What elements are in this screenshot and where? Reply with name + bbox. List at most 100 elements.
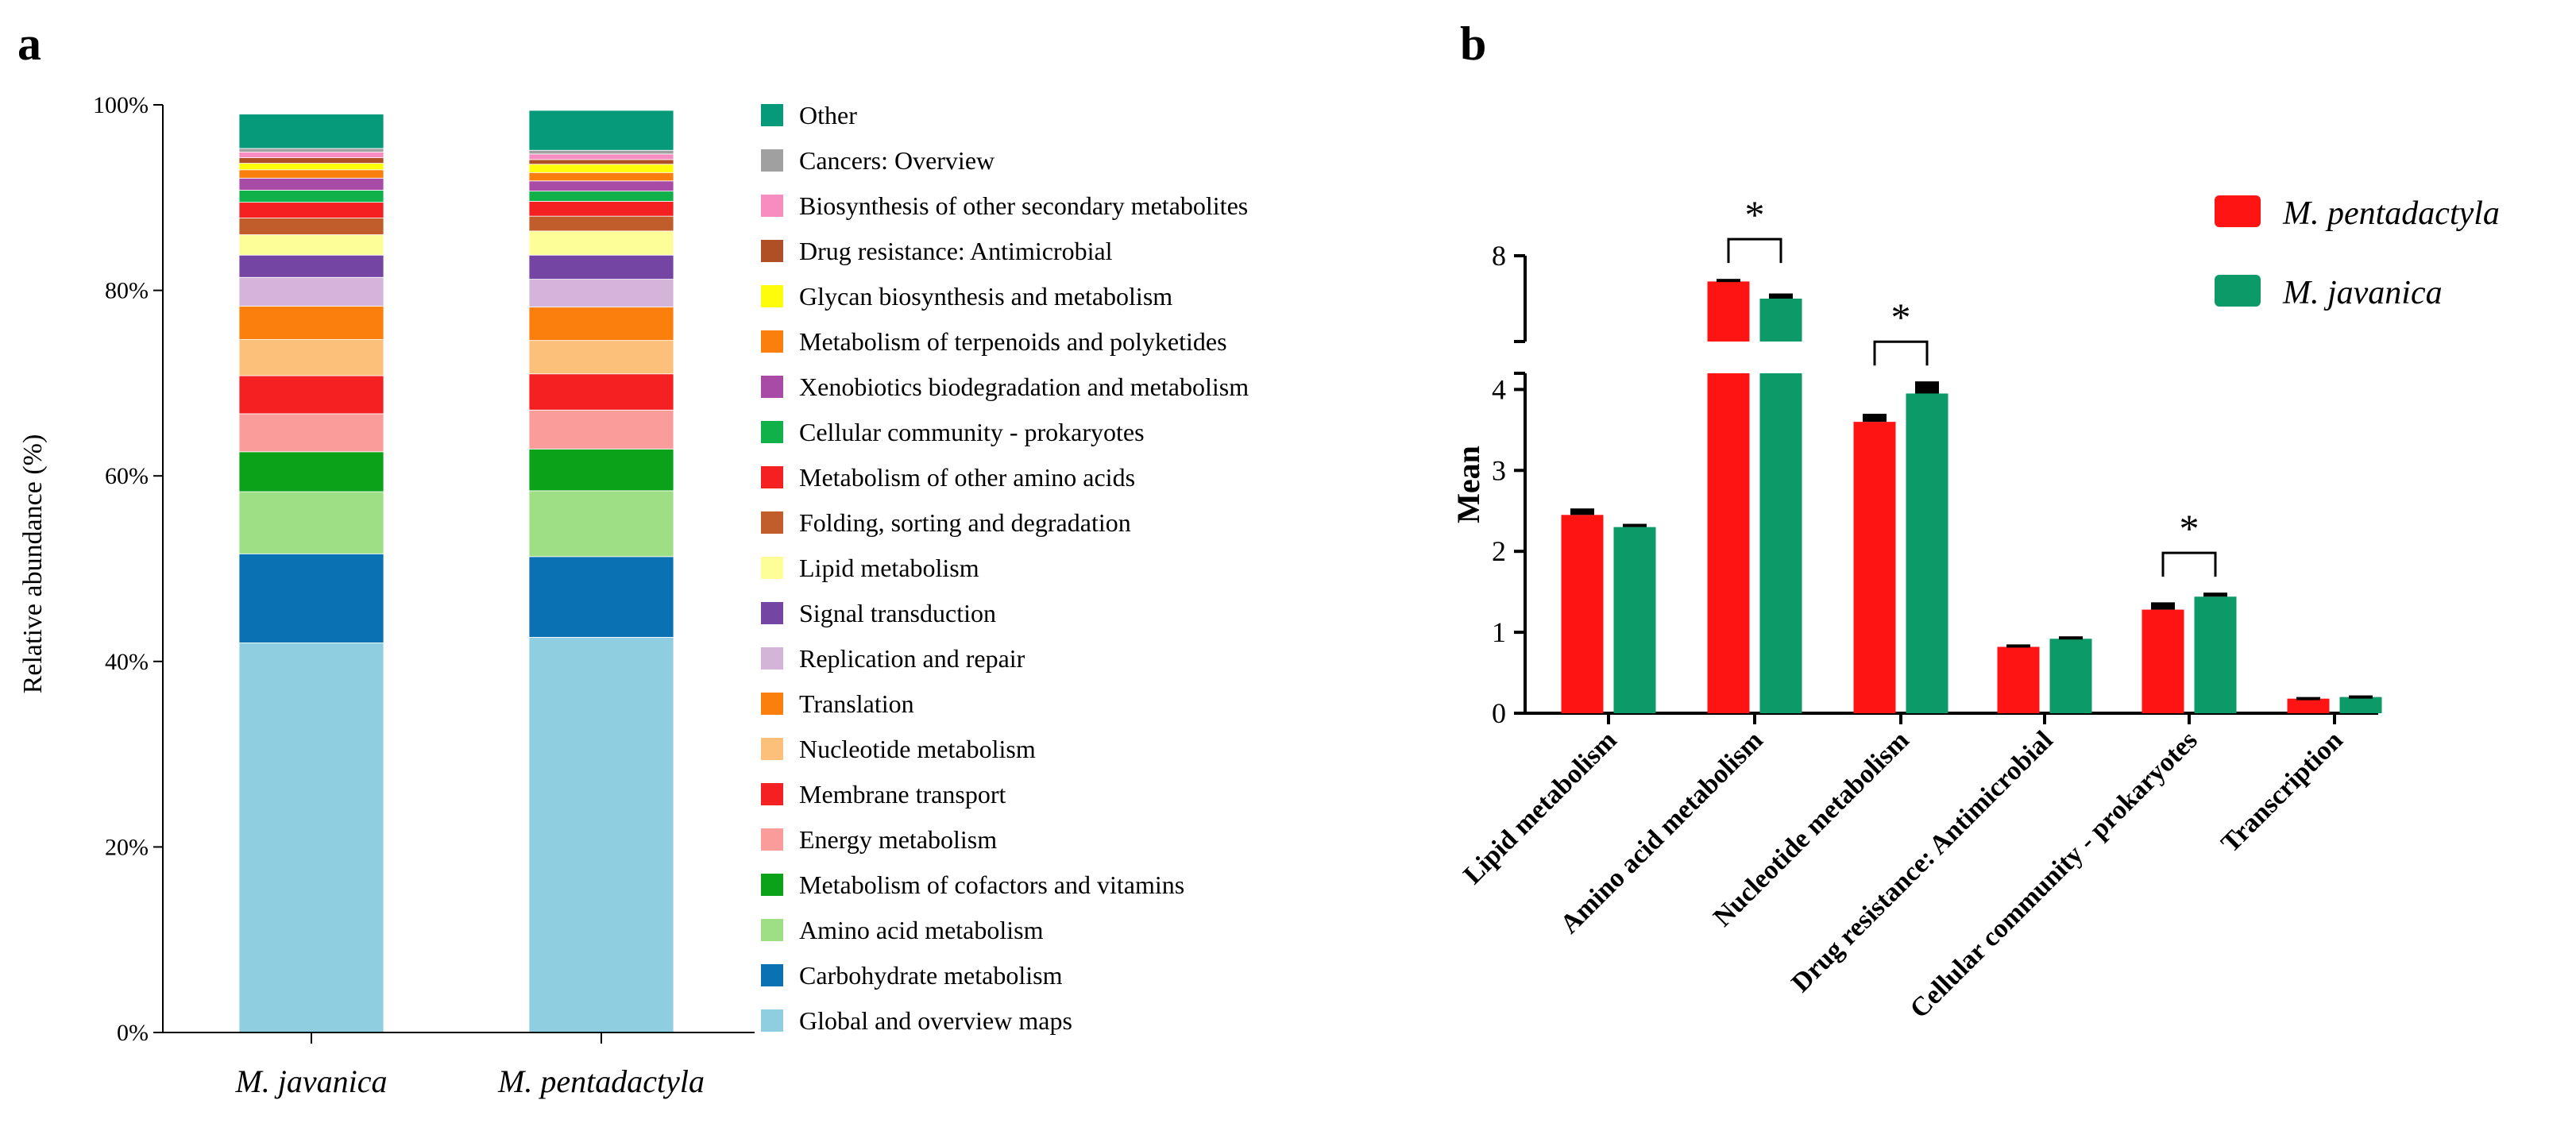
panel-b-error-bar — [2349, 695, 2373, 699]
panel-b-significance-star: * — [1891, 295, 1911, 339]
panel-b-y-tick-label: 0 — [1492, 697, 1506, 729]
panel-a-bar-segment — [238, 553, 384, 643]
panel-a-bar-segment — [238, 451, 384, 492]
panel-a-legend-label: Xenobiotics biodegradation and metabolis… — [799, 372, 1249, 401]
panel-b-label: b — [1460, 17, 1486, 70]
panel-a-legend-label: Amino acid metabolism — [799, 916, 1044, 944]
panel-a-legend-swatch — [761, 964, 783, 986]
panel-a-legend-label: Lipid metabolism — [799, 554, 979, 582]
panel-a-legend-swatch — [761, 693, 783, 715]
panel-b-significance-bracket — [2161, 551, 2217, 577]
panel-b-bar — [2049, 639, 2092, 713]
panel-a-legend-swatch — [761, 376, 783, 398]
panel-b-bar — [2194, 596, 2237, 713]
panel-a-bar-segment — [528, 153, 674, 160]
panel-a-bar-segment — [528, 110, 674, 151]
panel-b-bar-lower-segment — [1707, 373, 1750, 713]
panel-a-legend-swatch — [761, 511, 783, 534]
panel-a-legend-label: Energy metabolism — [799, 825, 997, 854]
panel-b-significance-star: * — [1745, 192, 1765, 237]
panel-a-bar-segment — [238, 306, 384, 340]
panel-a-legend-label: Nucleotide metabolism — [799, 735, 1036, 763]
panel-a-legend-swatch — [761, 647, 783, 670]
panel-a-bar-segment — [528, 191, 674, 202]
panel-a-legend-swatch — [761, 874, 783, 896]
panel-a-bar-segment — [238, 339, 384, 376]
panel-a-y-tick-label: 100% — [93, 92, 149, 118]
panel-a-y-tick-label: 0% — [117, 1020, 149, 1046]
panel-a-legend-label: Metabolism of other amino acids — [799, 463, 1135, 492]
panel-a-y-axis-title: Relative abundance (%) — [18, 434, 48, 694]
panel-a-legend-label: Biosynthesis of other secondary metaboli… — [799, 191, 1248, 220]
panel-b-bars — [1561, 279, 2382, 713]
panel-a-legend-swatch — [761, 828, 783, 851]
panel-a-bar-segment — [528, 230, 674, 256]
panel-a-x-tick-label: M. javanica — [234, 1063, 387, 1099]
panel-a-legend-swatch — [761, 557, 783, 579]
panel-b-legend: M. pentadactyla M. javanica — [2215, 195, 2500, 311]
panel-b-error-bar — [1863, 413, 1887, 423]
panel-a-label: a — [17, 17, 41, 70]
panel-a-bar-segment — [238, 190, 384, 203]
panel-a-y-tick-label: 60% — [105, 463, 149, 489]
panel-b-bar — [2339, 697, 2382, 713]
panel-a-bar-segment — [238, 234, 384, 256]
panel-b-error-bar — [1769, 293, 1793, 299]
panel-a-bar-segment — [238, 114, 384, 149]
panel-a-legend-swatch — [761, 330, 783, 353]
panel-a-bar-segment — [528, 180, 674, 192]
panel-a-bar-segment — [528, 149, 674, 155]
panel-a-legend-swatch — [761, 421, 783, 443]
panel-a-bar-segment — [528, 409, 674, 450]
panel-b-bar — [1906, 393, 1948, 713]
panel-b-error-bar — [2296, 697, 2320, 701]
panel-b-significance-bracket — [1727, 237, 1782, 264]
panel-a-bar-segment — [528, 164, 674, 173]
panel-a-legend-label: Signal transduction — [799, 599, 996, 627]
panel-a-bar-segment — [238, 218, 384, 235]
panel-b-y-tick-label: 4 — [1492, 373, 1506, 405]
panel-a-bar-segment — [528, 254, 674, 280]
panel-a-legend-swatch — [761, 285, 783, 307]
panel-a-bar-segment — [238, 413, 384, 453]
panel-b-legend-label: M. javanica — [2282, 275, 2443, 311]
panel-b-error-bar — [1915, 381, 1939, 394]
panel-a-legend-label: Folding, sorting and degradation — [799, 508, 1131, 537]
panel-b-significance-star: * — [2180, 506, 2199, 550]
panel-a-bar-segment — [238, 375, 384, 415]
panel-a-y-tick-label: 20% — [105, 834, 149, 860]
panel-b-bar-upper-segment — [1707, 281, 1750, 342]
panel-b-y-axis: 0 1 2 3 4 8 — [1492, 240, 2378, 729]
panel-a-legend-label: Glycan biosynthesis and metabolism — [799, 282, 1172, 311]
panel-b-category-label: Transcription — [2215, 725, 2348, 858]
panel-b-error-bar — [1570, 508, 1594, 515]
panel-a-bar-segment — [528, 159, 674, 165]
panel-b-category-label: Cellular community - prokaryotes — [1905, 725, 2203, 1024]
panel-a-bar-segment — [238, 254, 384, 278]
panel-a-bar-segment — [528, 215, 674, 232]
panel-a-legend-label: Membrane transport — [799, 780, 1006, 809]
panel-a-legend-label: Translation — [799, 689, 914, 718]
panel-b-y-tick-label: 2 — [1492, 535, 1506, 567]
panel-a-legend-label: Other — [799, 101, 857, 129]
panel-a-bar-segment — [528, 556, 674, 638]
panel-a-y-tick-label: 40% — [105, 649, 149, 675]
panel-b-error-bar — [2006, 644, 2030, 648]
panel-b-bar — [1613, 527, 1656, 713]
panel-b-significance-bracket — [1873, 340, 1929, 366]
panel-b-y-tick-label: 3 — [1492, 454, 1506, 486]
panel-a-bar-segment — [238, 157, 384, 164]
panel-b-category-label: Lipid metabolism — [1458, 725, 1622, 890]
panel-a-bars — [238, 110, 674, 1033]
panel-a-bar-segment — [528, 307, 674, 342]
panel-a-legend-label: Drug resistance: Antimicrobial — [799, 237, 1113, 265]
panel-b-legend-swatch — [2215, 275, 2261, 307]
panel-a-legend-swatch — [761, 1009, 783, 1032]
panel-a-bar-segment — [238, 491, 384, 554]
panel-a-x-axis: M. javanica M. pentadactyla — [163, 1032, 755, 1099]
panel-a-bar-segment — [528, 340, 674, 375]
panel-a-bar-segment — [528, 373, 674, 411]
panel-a-legend-swatch — [761, 466, 783, 488]
panel-a-legend-label: Metabolism of cofactors and vitamins — [799, 870, 1184, 899]
panel-a-legend-label: Cellular community - prokaryotes — [799, 418, 1145, 446]
